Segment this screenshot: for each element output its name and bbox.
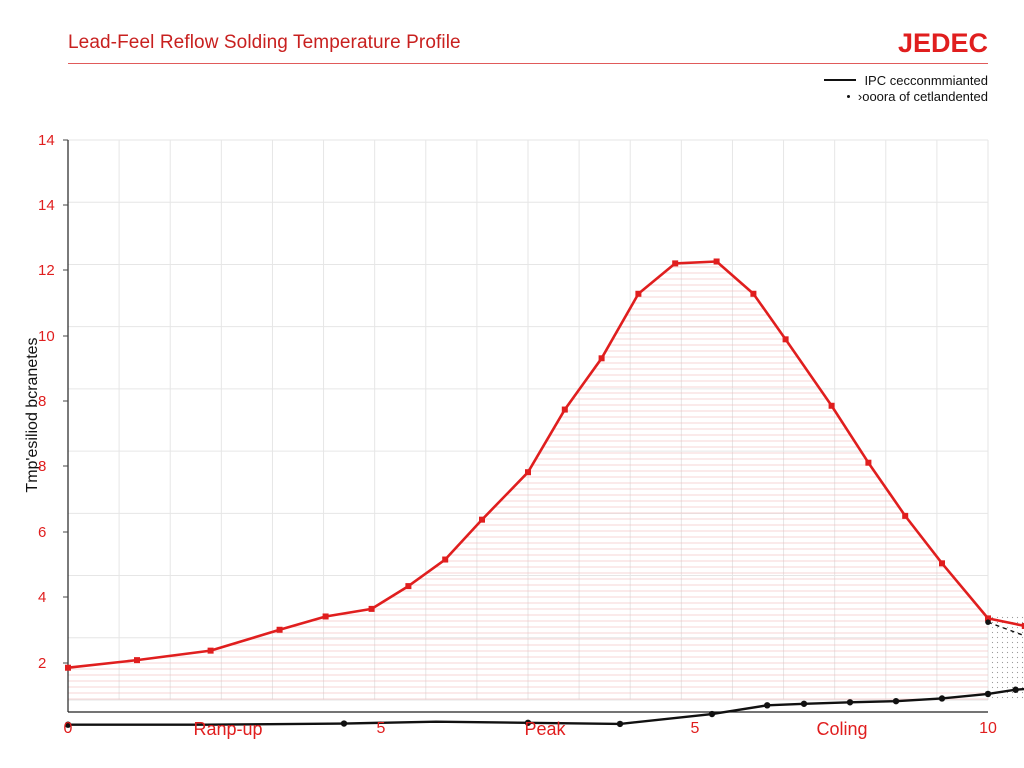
series-cooling-point	[985, 619, 991, 625]
y-tick-label: 4	[38, 589, 46, 606]
series-main-point	[561, 406, 568, 413]
x-tick-label: 5	[691, 720, 700, 737]
series-main-point	[782, 336, 789, 343]
y-tick-label: 6	[38, 524, 46, 541]
cooling-area-fill	[988, 616, 1024, 700]
series-secondary-point	[708, 710, 716, 718]
series-main-point	[134, 657, 140, 664]
series-main-point	[750, 290, 757, 297]
y-tick-label: 12	[38, 262, 55, 279]
series-secondary-point	[1012, 686, 1019, 693]
series-main-point	[865, 459, 872, 466]
legend-item-solid: IPC cecconmmianted	[824, 72, 988, 88]
series-secondary-point	[846, 699, 854, 706]
series-main-point	[985, 615, 991, 622]
series-main-point	[322, 613, 329, 620]
chart-title: Lead-Feel Reflow Solding Temperature Pro…	[68, 32, 461, 53]
series-main-point	[598, 355, 605, 362]
series-main-line	[67, 260, 1024, 670]
series-secondary-point	[340, 720, 348, 727]
series-secondary-point	[984, 690, 992, 698]
series-main-point	[1021, 622, 1024, 629]
series-main-point	[368, 605, 375, 612]
x-phase-label: Coling	[816, 719, 867, 739]
legend-label-solid: IPC cecconmmianted	[864, 72, 988, 88]
legend: IPC cecconmmianted ›ooora of cetlandente…	[824, 72, 988, 104]
series-secondary-line	[68, 687, 1024, 726]
y-tick-label: 10	[38, 328, 55, 345]
x-tick-label: 10	[979, 720, 997, 737]
series-main-point	[442, 556, 449, 563]
series-main-point	[902, 512, 909, 519]
area-fills	[68, 261, 1024, 700]
series	[64, 258, 1024, 728]
axes	[67, 140, 988, 713]
series-main-point	[635, 290, 642, 297]
series-main-point	[276, 626, 283, 633]
y-tick-label: 14	[38, 132, 55, 149]
y-tick-label: 8	[38, 393, 46, 410]
series-main-point	[713, 258, 720, 265]
series-secondary-point	[524, 719, 532, 726]
peak-area-fill	[68, 261, 988, 700]
legend-dot-marker	[846, 94, 850, 98]
legend-item-dotted: ›ooora of cetlandented	[824, 88, 988, 104]
legend-line-marker	[824, 79, 857, 81]
series-secondary-point	[764, 702, 771, 709]
series-main-point	[672, 260, 679, 267]
legend-label-dotted: ›ooora of cetlandented	[857, 88, 988, 104]
x-tick-label: 0	[64, 720, 73, 737]
tick-labels: 2 4 6 8 8 10 12 14 14 0 5 5 10 Ranp-up Peak Coling	[38, 132, 997, 739]
series-main-point	[525, 469, 531, 476]
series-secondary-point	[616, 720, 624, 728]
series-main-point	[207, 647, 214, 654]
x-tick-label: 5	[377, 720, 386, 737]
brand-logo: JEDEC	[897, 28, 988, 58]
series-main-point	[939, 560, 945, 567]
series-main-point	[828, 402, 835, 409]
series-secondary-point	[892, 697, 900, 705]
x-phase-label: Peak	[524, 719, 566, 739]
y-tick-label: 2	[38, 655, 46, 672]
series-secondary-point	[64, 721, 72, 728]
header-divider	[68, 63, 988, 64]
x-phase-label: Ranp-up	[193, 719, 262, 739]
y-tick-label: 14	[38, 197, 55, 214]
series-main-point	[65, 664, 71, 671]
series-secondary-point	[800, 700, 808, 707]
series-main-point	[479, 516, 485, 523]
series-secondary-point	[938, 695, 946, 702]
series-main-point	[405, 583, 412, 590]
y-tick-label: 8	[38, 458, 46, 475]
